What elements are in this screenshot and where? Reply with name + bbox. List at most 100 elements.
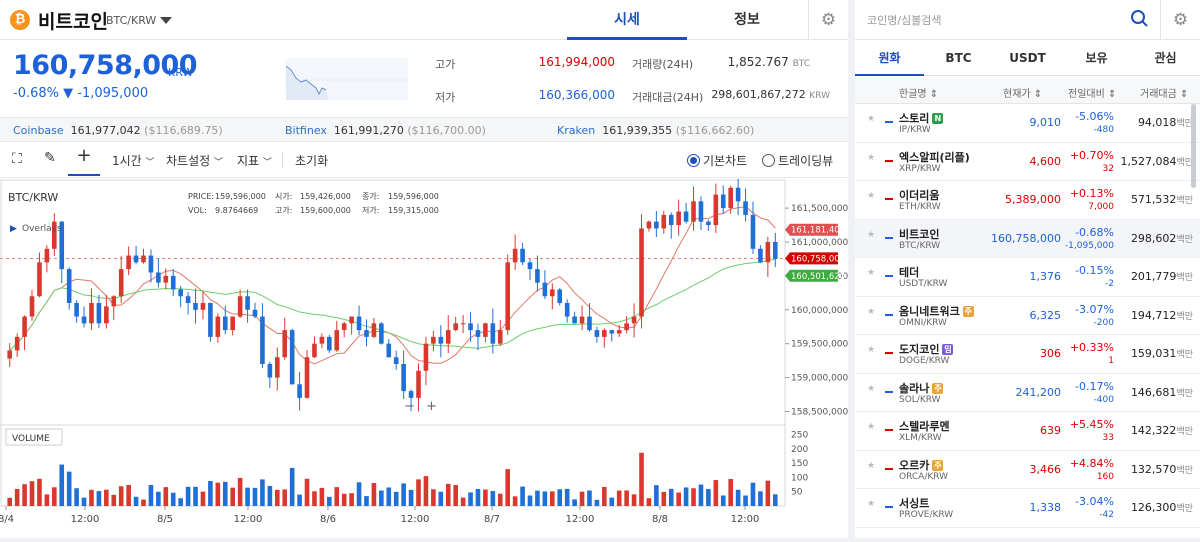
volume-bar <box>304 478 310 506</box>
coin-volume-unit: 백만 <box>1176 504 1193 514</box>
ma-short-line <box>9 206 776 365</box>
volume-bar <box>334 487 340 506</box>
market-tab-krw[interactable]: 원화 <box>855 40 924 76</box>
tab-info[interactable]: 정보 <box>734 12 760 28</box>
candle-body <box>520 248 525 263</box>
candle-body <box>431 336 436 344</box>
favorite-star-icon[interactable]: ★ <box>867 383 876 394</box>
favorite-star-icon[interactable]: ★ <box>867 268 876 278</box>
coin-name: 서싱트 <box>899 497 930 510</box>
coin-dropdown-caret-icon[interactable] <box>160 17 172 24</box>
list-scrollbar[interactable] <box>1191 104 1196 188</box>
market-tab-btc[interactable]: BTC <box>945 51 972 65</box>
market-tab-favorites[interactable]: 관심 <box>1154 51 1177 65</box>
price-chart[interactable]: 161,500,000161,000,000160,500,000160,000… <box>0 176 849 538</box>
volume-bar <box>371 483 377 506</box>
col-name[interactable]: 한글명 ⇕ <box>899 89 939 100</box>
volume-bar <box>423 476 429 506</box>
search-input[interactable]: 코인명/심볼검색 <box>867 14 942 27</box>
coin-row-xlm[interactable]: ★ 스텔라루멘 XLM/KRW 639 +5.45% 33 142,322백만 <box>855 412 1200 451</box>
favorite-star-icon[interactable]: ★ <box>867 460 876 471</box>
candle-body <box>74 303 79 317</box>
coin-row-prove[interactable]: ★ 서싱트 PROVE/KRW 1,338 -3.04% -42 126,300백만 <box>855 489 1200 528</box>
candle-body <box>401 364 406 392</box>
volume-bar <box>654 485 659 506</box>
candle-body <box>7 350 13 359</box>
coin-volume-number: 146,681 <box>1130 385 1177 399</box>
candle-body <box>111 296 117 307</box>
reset-button[interactable]: 초기화 <box>295 154 329 168</box>
low-label: 저가 <box>435 91 456 104</box>
tradingview-radio[interactable]: 트레이딩뷰 <box>762 152 833 169</box>
favorite-star-icon[interactable]: ★ <box>867 114 876 124</box>
trend-mini-icon <box>885 390 893 393</box>
market-tab-holdings[interactable]: 보유 <box>1085 51 1108 65</box>
crosshair-icon[interactable]: + <box>68 145 100 176</box>
favorite-star-icon[interactable]: ★ <box>867 229 876 240</box>
volume-24h-label: 거래량(24H) <box>632 58 694 71</box>
indicators-select[interactable]: 지표 ﹀ <box>237 152 272 169</box>
col-volume[interactable]: 거래대금 ⇕ <box>1140 89 1189 100</box>
candle-body <box>460 323 466 325</box>
coin-change-abs: -1,095,000 <box>1064 240 1114 251</box>
coin-row-omni[interactable]: ★ 옴니네트워크 주 OMNI/KRW 6,325 -3.07% -200 194,712백만 <box>855 297 1200 335</box>
search-icon[interactable] <box>1129 8 1151 30</box>
favorite-star-icon[interactable]: ★ <box>867 306 876 317</box>
col-change[interactable]: 전일대비 ⇕ <box>1068 89 1117 100</box>
favorite-star-icon[interactable]: ★ <box>867 191 876 201</box>
trend-mini-icon <box>885 159 893 162</box>
favorite-star-icon[interactable]: ★ <box>867 422 876 432</box>
candle-body <box>260 316 265 364</box>
candle-body <box>624 323 629 331</box>
candle-body <box>274 357 280 378</box>
coin-row-ip[interactable]: ★ 스토리 N IP/KRW 9,010 -5.06% -480 94,018백만 <box>855 104 1200 143</box>
tab-price[interactable]: 시세 <box>567 0 687 40</box>
coin-row-btc[interactable]: ★ 비트코인 BTC/KRW 160,758,000 -0.68% -1,095,000 2… <box>855 219 1200 258</box>
basic-chart-radio[interactable]: 기본차트 <box>687 152 747 169</box>
pencil-icon[interactable]: ✎ <box>44 150 56 166</box>
coin-row-eth[interactable]: ★ 이더리움 ETH/KRW 5,389,000 +0.13% 7,000 571,532백… <box>855 181 1200 220</box>
volume-bar <box>616 490 622 506</box>
volume-bar <box>416 479 421 506</box>
y-tick-label: 159,500,000 <box>791 340 848 350</box>
coin-row-doge[interactable]: ★ 도지코인 밈 DOGE/KRW 306 +0.33% 1 159,031백만 <box>855 335 1200 374</box>
volume-bar <box>364 496 369 506</box>
coin-volume: 194,712백만 <box>1131 309 1193 322</box>
candle-body <box>156 272 161 283</box>
col-price[interactable]: 현재가 ⇕ <box>1003 89 1043 100</box>
candle-body <box>96 303 102 324</box>
coin-volume: 159,031백만 <box>1131 347 1193 360</box>
candle-body <box>282 330 288 358</box>
candle-body <box>423 343 429 371</box>
favorite-star-icon[interactable]: ★ <box>867 499 876 509</box>
chart-settings-select[interactable]: 차트설정 ﹀ <box>166 152 223 169</box>
exchange-kraken: Kraken 161,939,355 ($116,662.60) <box>557 124 754 137</box>
coin-row-xrp[interactable]: ★ 엑스알피(리플) XRP/KRW 4,600 +0.70% 32 1,527,084백만 <box>855 143 1200 181</box>
interval-select[interactable]: 1시간 ﹀ <box>112 152 155 169</box>
settings-gear-icon[interactable]: ⚙ <box>808 0 848 40</box>
zoom-out-icon[interactable]: − <box>404 399 415 414</box>
coin-change-abs: -2 <box>1105 279 1114 289</box>
candle-body <box>646 221 652 229</box>
volume-bar <box>81 497 87 506</box>
coin-volume: 201,779백만 <box>1131 270 1193 283</box>
favorite-star-icon[interactable]: ★ <box>867 152 876 163</box>
candlestick-chart-svg[interactable]: 161,500,000161,000,000160,500,000160,000… <box>0 176 849 538</box>
favorite-star-icon[interactable]: ★ <box>867 345 876 355</box>
candle-body <box>52 221 57 249</box>
volume-bar <box>297 494 302 506</box>
fullscreen-icon[interactable]: ⛶ <box>12 151 22 167</box>
coin-row-usdt[interactable]: ★ 테더 USDT/KRW 1,376 -0.15% -2 201,779백만 <box>855 258 1200 297</box>
coin-row-orca[interactable]: ★ 오르카 주 ORCA/KRW 3,466 +4.84% 160 132,570백만 <box>855 451 1200 489</box>
candle-body <box>616 330 622 334</box>
market-tab-usdt[interactable]: USDT <box>1009 51 1046 65</box>
candle-body <box>59 221 65 270</box>
list-settings-gear-icon[interactable]: ⚙ <box>1160 0 1200 40</box>
coin-name[interactable]: 비트코인 <box>38 11 108 33</box>
coin-row-sol[interactable]: ★ 솔라나 주 SOL/KRW 241,200 -0.17% -400 146,681백만 <box>855 374 1200 412</box>
volume-bar <box>141 499 146 506</box>
candle-body <box>668 214 674 226</box>
coin-volume-unit: 백만 <box>1176 234 1193 245</box>
zoom-in-icon[interactable]: + <box>426 399 437 414</box>
candle-body <box>133 255 139 263</box>
